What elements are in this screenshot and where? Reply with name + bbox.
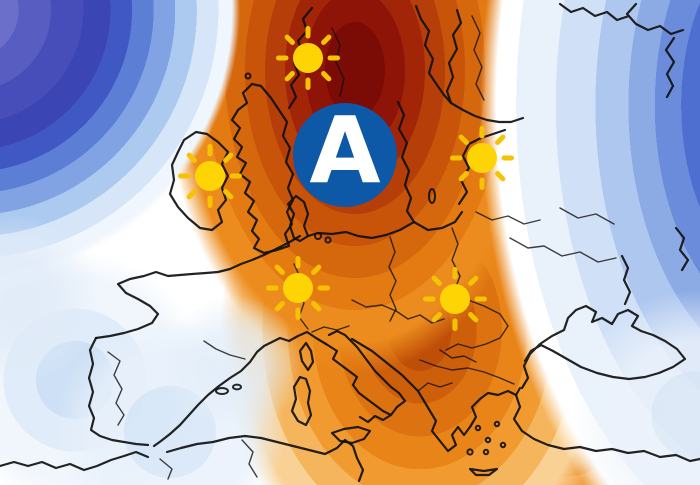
coast-black-sea — [520, 304, 687, 390]
island-aegean-5 — [466, 448, 474, 456]
island-orkney — [244, 72, 252, 80]
border-czech — [351, 299, 397, 312]
coast-finland-south — [449, 101, 525, 124]
coast-baltics — [457, 128, 507, 206]
island-balearic-minor — [232, 383, 242, 391]
island-aegean-6 — [499, 441, 507, 449]
island-aegean-1 — [474, 424, 482, 432]
island-gotland — [428, 188, 436, 204]
border-north-africa — [159, 439, 258, 480]
island-aegean-4 — [482, 448, 490, 456]
border-norway-sweden — [331, 27, 345, 97]
coast-north-africa — [0, 434, 365, 483]
border-oder — [388, 236, 397, 322]
coast-gulf-of-bothnia — [414, 4, 463, 105]
coast-north-sea-channel — [94, 234, 302, 340]
island-balearic-major — [215, 387, 229, 395]
country-borders — [107, 15, 617, 480]
border-finland-russia — [471, 15, 485, 101]
coast-sweden — [396, 100, 416, 224]
high-pressure-letter: A — [309, 97, 381, 204]
coast-corsica — [298, 341, 315, 372]
coast-adriatic-greece — [350, 337, 522, 453]
islands — [215, 72, 507, 456]
island-aegean-2 — [484, 436, 492, 444]
coast-great-britain — [230, 82, 295, 255]
border-carpathians — [445, 291, 509, 351]
coast-white-sea — [558, 2, 685, 99]
island-danish-1 — [314, 232, 322, 240]
border-alps — [311, 325, 350, 333]
border-pyrenees — [203, 340, 246, 360]
island-danish-2 — [324, 236, 332, 244]
coast-baltic-south — [306, 210, 464, 240]
coast-sardinia — [290, 375, 313, 427]
border-poland-ukraine — [451, 227, 461, 293]
coast-iberia — [87, 330, 328, 448]
coast-turkey — [512, 393, 700, 463]
coast-russian-lakes — [620, 226, 690, 306]
border-ukraine-russia — [509, 237, 617, 263]
high-pressure-symbol: A — [293, 103, 397, 207]
border-belarus — [475, 207, 615, 225]
coast-sicily — [330, 425, 372, 445]
coast-denmark — [286, 194, 310, 243]
island-aegean-3 — [493, 420, 501, 428]
border-danube — [419, 359, 515, 385]
coast-crete — [468, 467, 499, 477]
coast-italy — [324, 329, 407, 424]
border-portugal-spain — [107, 351, 125, 426]
